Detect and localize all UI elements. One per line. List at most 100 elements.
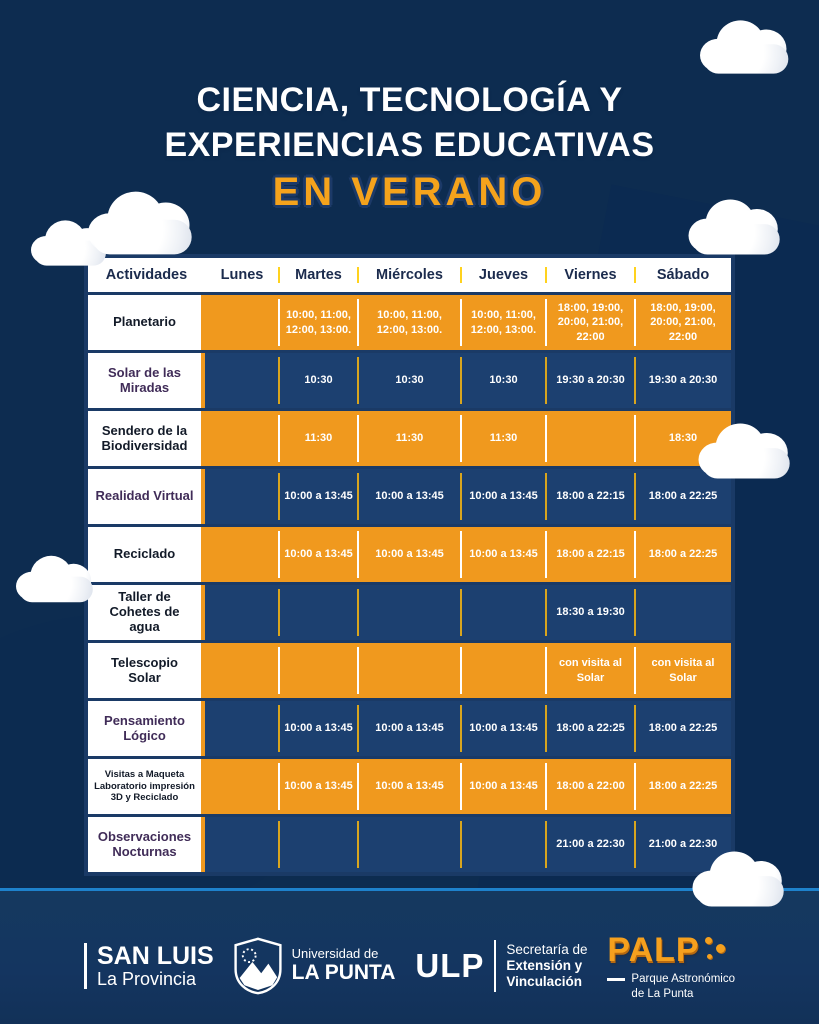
cell-time: 18:00, 19:00, 20:00, 21:00, 22:00 [557,302,624,343]
day-cell: 18:00 a 22:25 [634,527,731,582]
la-punta-text: LA PUNTA [291,961,396,985]
activity-label: Telescopio Solar [88,643,205,698]
cell-time: 10:00 a 13:45 [284,780,353,793]
secretaria-line-2: Extensión y [506,957,583,973]
cell-time: 11:30 [395,432,424,445]
san-luis-logo: SAN LUIS La Provincia [84,942,214,990]
cell-time: 10:00, 11:00, 12:00, 13:00. [285,309,352,336]
day-cell [357,585,461,640]
day-cell [460,585,546,640]
cloud-icon [88,190,196,257]
secretaria-line-1: Secretaría de [506,941,588,957]
day-cell: 10:00 a 13:45 [357,759,461,814]
day-cell: 10:00 a 13:45 [460,469,546,524]
san-luis-subtitle: La Provincia [97,968,197,989]
day-cell [460,643,546,698]
shield-icon [234,937,282,995]
day-cell: 10:00 a 13:45 [460,701,546,756]
cell-time: 10:30 [489,374,518,387]
day-cell: 10:00 a 13:45 [460,759,546,814]
table-row: Telescopio Solar con visita al Solar con v… [88,643,731,698]
activity-label: Sendero de la Biodiversidad [88,411,205,466]
day-cell: 10:00 a 13:45 [460,527,546,582]
cell-time: 10:00 a 13:45 [375,722,444,735]
cell-time: 10:00 a 13:45 [469,722,538,735]
cell-time: 10:00 a 13:45 [375,490,444,503]
table-row: Observaciones Nocturnas 21:00 a 22:30 21:0… [88,817,731,872]
cloud-icon [698,422,794,481]
day-cell: 10:00 a 13:45 [357,527,461,582]
header-cell: Viernes [545,267,635,283]
cell-time: 18:00 a 22:25 [648,548,718,561]
cell-time: 10:00 a 13:45 [469,548,538,561]
table-body: Planetario 10:00, 11:00, 12:00, 13:00. 10:… [88,295,731,872]
day-cell: 18:00 a 22:15 [545,527,635,582]
activity-label: Observaciones Nocturnas [88,817,205,872]
day-cell [357,643,461,698]
footer-logos: SAN LUIS La Provincia Universidad de LA … [84,928,735,1004]
day-cell: 21:00 a 22:30 [545,817,635,872]
ulp-acronym: ULP [415,947,485,984]
day-cell [205,295,279,350]
palp-name: PALP [607,931,700,970]
day-cell: 11:30 [278,411,358,466]
activity-label: Reciclado [88,527,205,582]
cell-time: 10:00 a 13:45 [469,780,538,793]
palp-logo: PALP Parque Astronómico de La Punta [607,931,735,1001]
day-cell: 10:00, 11:00, 12:00, 13:00. [460,295,546,350]
day-cell: 10:30 [460,353,546,408]
table-header-row: Actividades Lunes Martes Miércoles Jueves Vie… [88,258,731,292]
cell-time: 18:00 a 22:25 [648,722,718,735]
header-cell: Actividades [105,267,188,283]
title-block: CIENCIA, TECNOLOGÍA Y EXPERIENCIAS EDUCA… [0,78,819,215]
day-cell [205,469,279,524]
activity-label: Solar de las Miradas [88,353,205,408]
cell-time: 19:30 a 20:30 [648,374,718,387]
cloud-icon [692,850,788,909]
activity-label: Realidad Virtual [88,469,205,524]
cell-time: 10:00 a 13:45 [284,722,353,735]
universidad-de-text: Universidad de [291,945,379,961]
day-cell: 10:00, 11:00, 12:00, 13:00. [357,295,461,350]
header-cell: Jueves [460,267,546,283]
cloud-icon [700,18,792,75]
day-cell: 19:30 a 20:30 [545,353,635,408]
cell-time: 21:00 a 22:30 [556,838,625,851]
day-cell: 18:00, 19:00, 20:00, 21:00, 22:00 [634,295,731,350]
day-cell: 10:30 [357,353,461,408]
palp-subtitle-2: de La Punta [631,987,694,1000]
header-cell: Sábado [634,267,731,283]
horizon-line [0,888,819,891]
day-cell: 18:00 a 22:15 [545,469,635,524]
divider [84,943,87,989]
cell-time: 18:00, 19:00, 20:00, 21:00, 22:00 [650,302,716,343]
cell-time: 10:30 [304,374,333,387]
activity-label: Planetario [88,295,205,350]
secretaria-line-3: Vinculación [506,974,582,990]
title-line-2: EXPERIENCIAS EDUCATIVAS [164,125,655,164]
cell-time: 11:30 [304,432,333,445]
day-cell: 18:30 a 19:30 [545,585,635,640]
day-cell [357,817,461,872]
activity-label: Visitas a Maqueta Laboratorio impresión … [88,759,205,814]
cell-time: 18:30 [668,432,698,445]
table-row: Taller de Cohetes de agua 18:30 a 19:30 [88,585,731,640]
day-cell: 11:30 [357,411,461,466]
day-cell: 10:00 a 13:45 [278,469,358,524]
cell-time: 10:30 [395,374,424,387]
table-row: Realidad Virtual 10:00 a 13:45 10:00 a 13:… [88,469,731,524]
day-cell [205,817,279,872]
cell-time: 10:00, 11:00, 12:00, 13:00. [376,309,443,336]
schedule-table: Actividades Lunes Martes Miércoles Jueves Vie… [84,254,735,876]
day-cell [205,527,279,582]
header-cell: Miércoles [357,267,461,283]
day-cell: 19:30 a 20:30 [634,353,731,408]
day-cell [634,585,731,640]
day-cell: 10:00 a 13:45 [357,701,461,756]
cell-time: 18:00 a 22:25 [648,780,718,793]
cell-time: 18:00 a 22:25 [556,722,625,735]
day-cell: 10:00, 11:00, 12:00, 13:00. [278,295,358,350]
table-row: Visitas a Maqueta Laboratorio impresión … [88,759,731,814]
cell-time: 18:30 a 19:30 [556,606,625,619]
